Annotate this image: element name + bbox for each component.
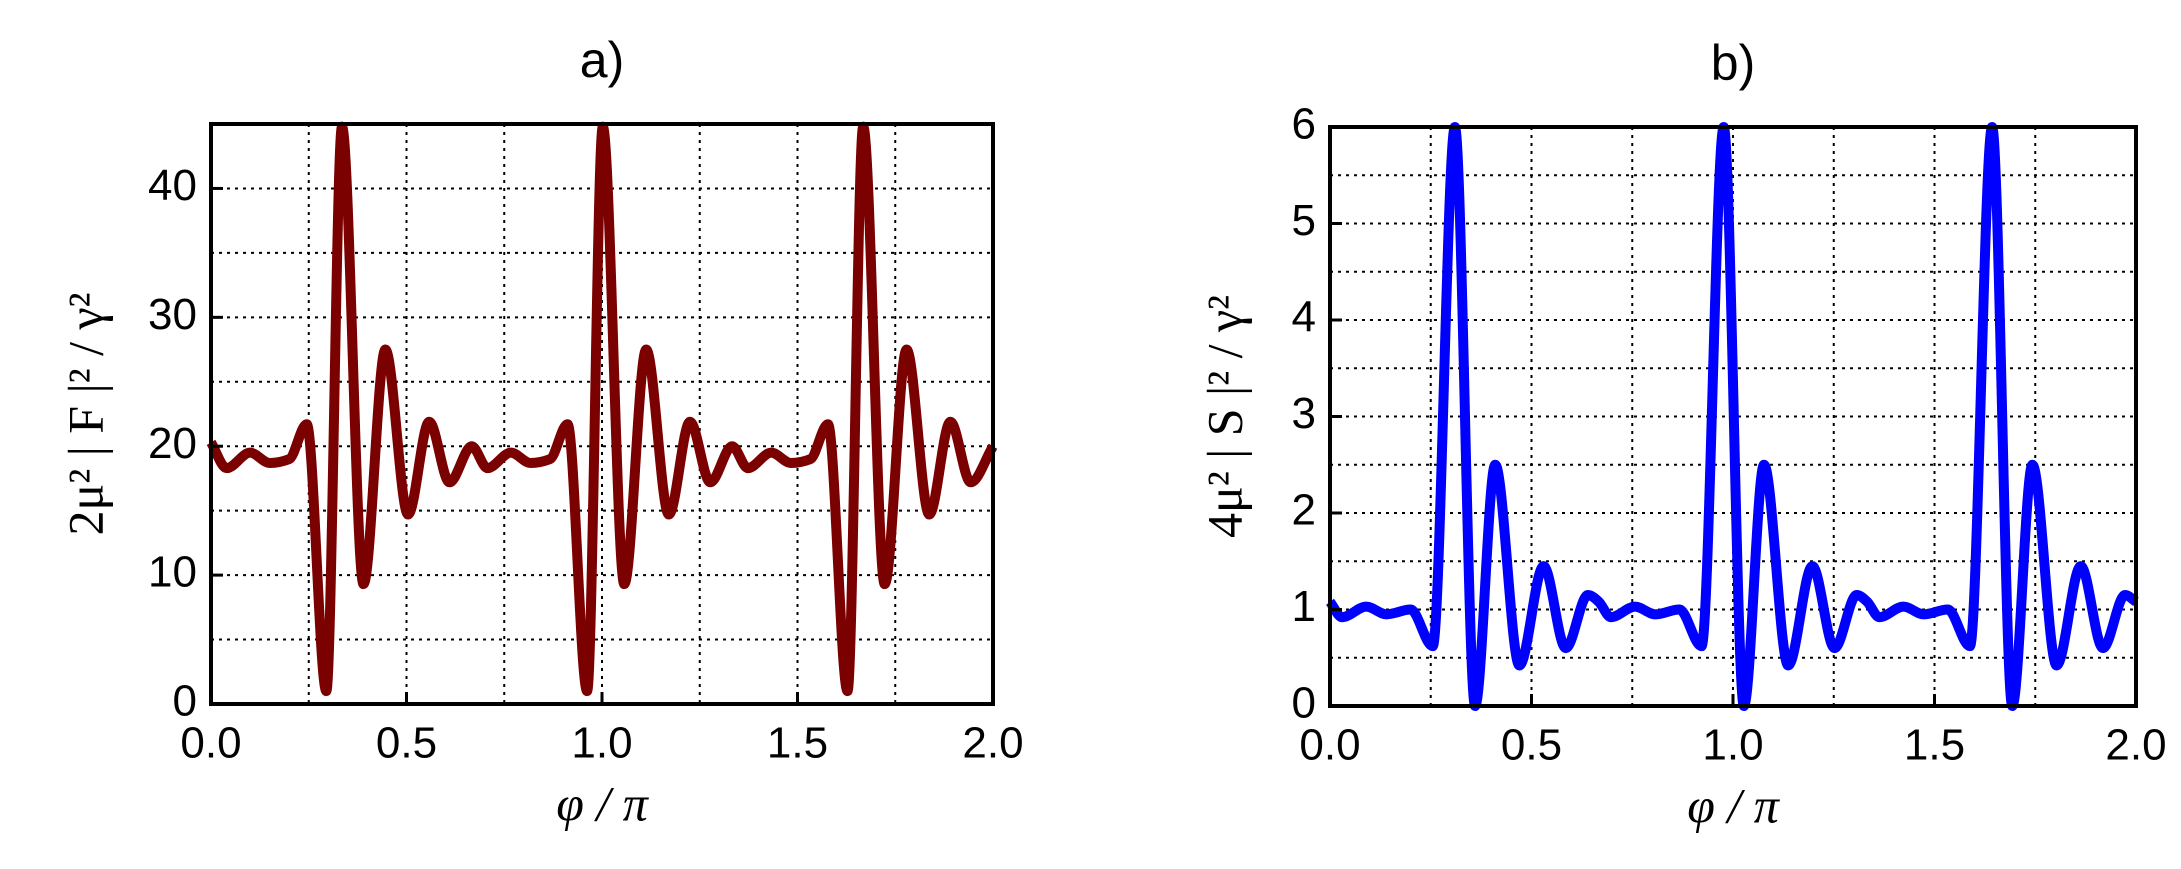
x-tick-label: 1.5 [1904, 721, 1965, 770]
x-tick-label: 1.0 [1702, 721, 1763, 770]
y-tick-label: 0 [173, 677, 197, 726]
chart-title: a) [580, 32, 624, 88]
x-axis-label: φ / π [1687, 777, 1781, 833]
x-tick-label: 1.0 [571, 719, 632, 768]
x-tick-label: 2.0 [2105, 721, 2166, 770]
y-tick-label: 6 [1292, 100, 1316, 149]
y-tick-label: 10 [148, 548, 197, 597]
x-tick-label: 0.0 [1299, 721, 1360, 770]
data-line [206, 121, 998, 697]
x-tick-label: 0.5 [1501, 721, 1562, 770]
y-tick-label: 0 [1292, 679, 1316, 728]
x-tick-label: 1.5 [767, 719, 828, 768]
y-tick-label: 3 [1292, 389, 1316, 438]
y-tick-label: 20 [148, 419, 197, 468]
x-tick-label: 2.0 [962, 719, 1023, 768]
y-axis-label: 4μ² | S |² / γ² [1196, 295, 1252, 538]
y-tick-label: 30 [148, 290, 197, 339]
y-tick-label: 2 [1292, 486, 1316, 535]
y-tick-label: 4 [1292, 293, 1316, 342]
y-axis-label: 2μ² | F |² / γ² [57, 292, 113, 535]
data-line [1325, 122, 2139, 711]
chart-title: b) [1711, 35, 1755, 91]
y-tick-label: 1 [1292, 582, 1316, 631]
x-tick-label: 0.5 [376, 719, 437, 768]
y-tick-label: 40 [148, 161, 197, 210]
x-axis-label: φ / π [556, 775, 650, 831]
y-tick-label: 5 [1292, 196, 1316, 245]
x-tick-label: 0.0 [180, 719, 241, 768]
